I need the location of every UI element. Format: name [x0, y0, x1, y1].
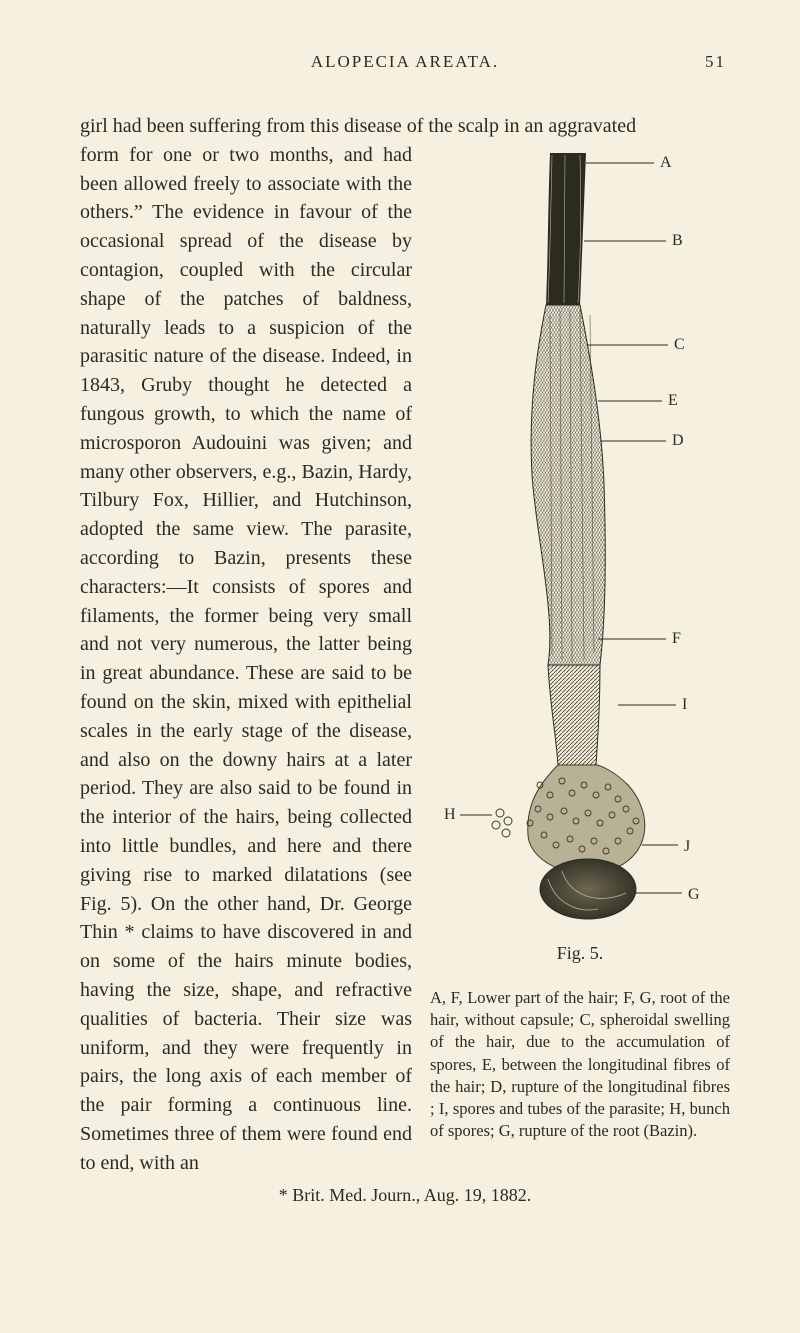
hair-diagram-svg: A B C E D F I H J G — [430, 145, 730, 935]
figure-caption: Fig. 5. — [430, 941, 730, 967]
wrap-block: A B C E D F I H J G Fig. 5. A, F, Lower … — [80, 141, 730, 1178]
label-G: G — [688, 886, 700, 903]
first-line: girl had been suffering from this diseas… — [80, 112, 730, 141]
footnote: * Brit. Med. Journ., Aug. 19, 1882. — [80, 1183, 730, 1209]
left-column-text: form for one or two months, and had been… — [80, 144, 412, 1174]
running-title: ALOPECIA AREATA. — [124, 52, 686, 72]
body-text: girl had been suffering from this diseas… — [80, 112, 730, 1209]
spore-cluster — [527, 765, 645, 874]
head-spacer — [84, 52, 124, 72]
label-A: A — [660, 154, 672, 171]
page-number: 51 — [686, 52, 726, 72]
running-head: ALOPECIA AREATA. 51 — [80, 52, 730, 72]
footnote-text: * Brit. Med. Journ., Aug. 19, 1882. — [279, 1185, 532, 1205]
label-B: B — [672, 232, 683, 249]
label-J: J — [684, 838, 690, 855]
label-E: E — [668, 392, 678, 409]
bunch-H — [492, 809, 512, 837]
label-I: I — [682, 696, 687, 713]
label-D: D — [672, 432, 684, 449]
figure-legend: A, F, Lower part of the hair; F, G, root… — [430, 987, 730, 1143]
page: ALOPECIA AREATA. 51 girl had been suffer… — [0, 0, 800, 1249]
label-H: H — [444, 806, 456, 823]
hair-shaft-top — [546, 153, 586, 305]
label-C: C — [674, 336, 685, 353]
figure-5: A B C E D F I H J G Fig. 5. — [430, 145, 730, 967]
hair-swelling — [531, 305, 605, 665]
hair-lower — [548, 665, 600, 765]
label-F: F — [672, 630, 681, 647]
